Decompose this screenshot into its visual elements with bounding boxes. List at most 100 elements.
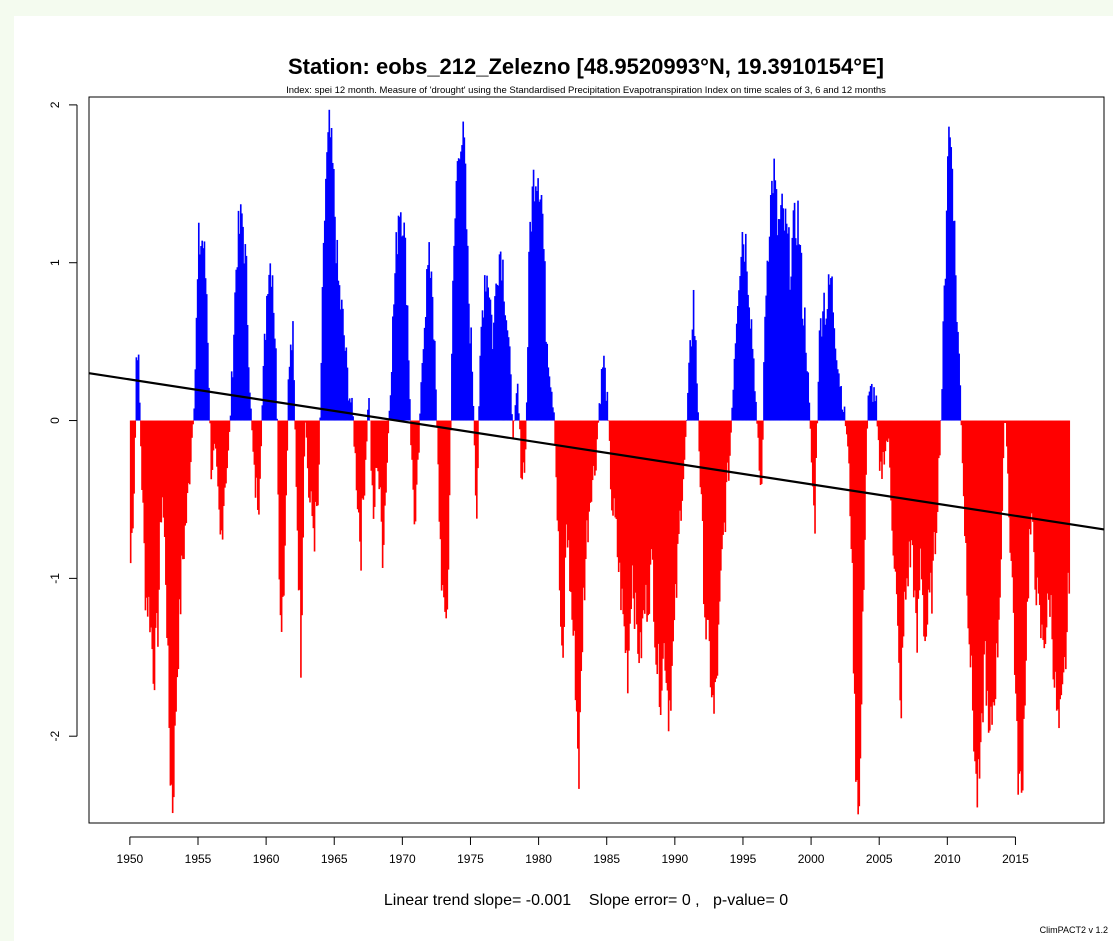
bar <box>605 400 608 421</box>
bar <box>598 403 601 421</box>
bar <box>409 399 411 421</box>
bar <box>193 408 196 421</box>
bar <box>858 420 861 807</box>
bar <box>794 238 797 421</box>
bar <box>247 367 250 421</box>
bar <box>782 208 785 421</box>
bar <box>437 420 440 465</box>
bar <box>843 406 846 421</box>
bar <box>813 420 815 506</box>
bar <box>970 420 973 656</box>
bar <box>905 420 907 600</box>
bar <box>1024 420 1026 706</box>
bar <box>318 420 320 465</box>
bar <box>916 420 918 653</box>
bar <box>535 186 537 421</box>
bar <box>555 420 558 478</box>
bar <box>937 420 940 459</box>
bar <box>974 420 976 762</box>
bar <box>595 420 597 471</box>
bar <box>609 420 612 490</box>
bar <box>490 314 493 421</box>
bar <box>478 406 480 421</box>
bar <box>704 420 706 618</box>
bar <box>720 420 722 571</box>
bar <box>542 249 545 421</box>
bar <box>250 408 252 421</box>
bar <box>661 420 663 691</box>
bar <box>920 420 923 580</box>
bar <box>953 220 956 421</box>
bar <box>901 420 904 648</box>
bar <box>371 420 374 486</box>
bar <box>297 420 300 591</box>
bar <box>621 420 623 589</box>
bar <box>987 420 990 733</box>
bar <box>831 276 833 421</box>
bar <box>951 168 954 421</box>
bar <box>777 219 780 421</box>
bar <box>337 280 340 421</box>
bar <box>286 420 289 451</box>
bar <box>516 383 519 421</box>
bar <box>875 395 878 421</box>
bar <box>768 236 771 421</box>
bar <box>188 420 191 485</box>
bar <box>848 420 850 464</box>
bar <box>537 178 539 421</box>
bar <box>529 221 531 421</box>
bar <box>822 311 824 421</box>
bar <box>760 420 763 484</box>
bar <box>626 420 629 694</box>
bar <box>625 420 628 651</box>
bar <box>531 186 534 421</box>
bar <box>650 420 653 550</box>
bar <box>570 420 572 593</box>
bar <box>378 420 381 490</box>
bar <box>140 420 142 447</box>
bar <box>278 420 281 580</box>
bar <box>943 285 946 421</box>
bar <box>185 420 188 524</box>
bar <box>507 337 510 421</box>
bar <box>333 168 335 421</box>
bar <box>722 420 724 535</box>
bar <box>574 420 577 701</box>
bar <box>710 420 713 698</box>
bar <box>361 420 364 499</box>
bar <box>1032 420 1034 522</box>
bar <box>808 402 811 421</box>
bar <box>276 418 278 421</box>
bar <box>1000 420 1002 560</box>
bar <box>518 413 520 421</box>
bar <box>637 420 639 654</box>
bar <box>556 420 559 521</box>
bar <box>689 340 691 421</box>
bar <box>651 420 654 560</box>
bar <box>453 245 455 421</box>
bar <box>619 420 621 563</box>
bar <box>414 420 417 522</box>
bar <box>629 420 631 624</box>
bar <box>789 289 791 421</box>
bar <box>751 348 754 421</box>
bar <box>561 420 563 646</box>
bar <box>724 420 727 533</box>
bar <box>197 222 200 421</box>
bar <box>292 321 294 421</box>
bar <box>705 420 707 640</box>
bar <box>399 212 402 421</box>
bar <box>876 420 879 427</box>
bar <box>439 420 442 540</box>
bar <box>461 145 463 421</box>
bar <box>352 416 354 421</box>
bar <box>418 420 420 453</box>
bar <box>788 227 790 421</box>
bar <box>446 420 449 610</box>
bar <box>218 420 221 510</box>
bar <box>842 411 845 421</box>
bar <box>304 420 307 423</box>
bar <box>910 420 913 541</box>
x-tick-label: 1970 <box>389 852 416 866</box>
bar <box>680 420 682 521</box>
